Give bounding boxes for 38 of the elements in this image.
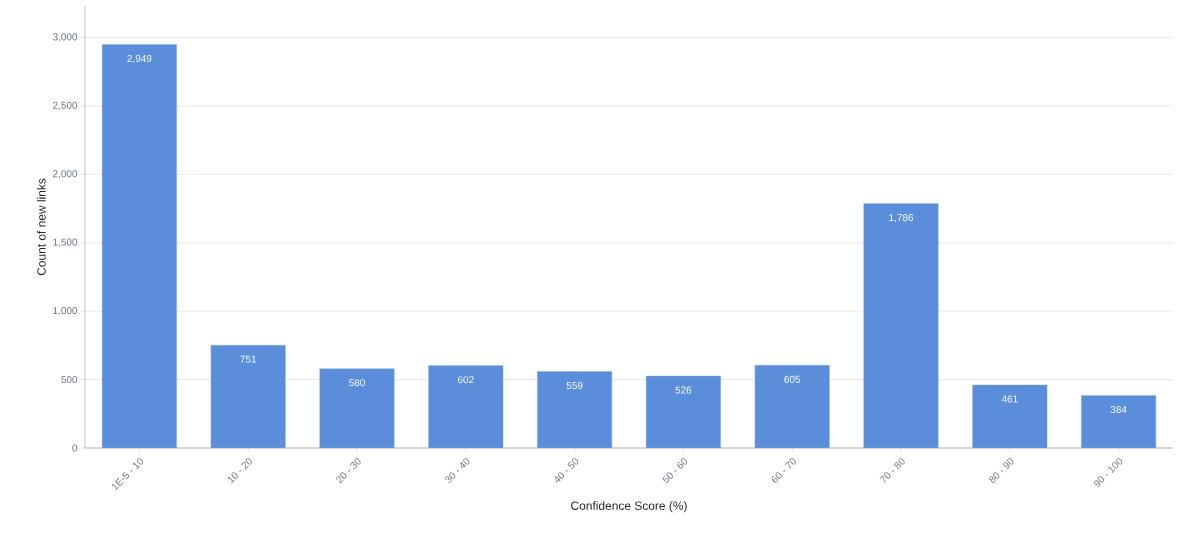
x-tick-label: 10 - 20 bbox=[227, 458, 252, 484]
data-label: 602 bbox=[457, 376, 474, 384]
data-label: 605 bbox=[784, 375, 801, 383]
bar bbox=[428, 365, 504, 448]
bar bbox=[537, 371, 613, 448]
bar bbox=[319, 368, 395, 448]
bar bbox=[863, 203, 939, 448]
data-label: 461 bbox=[1001, 395, 1018, 403]
x-tick-label: 30 - 40 bbox=[445, 458, 470, 483]
bar bbox=[972, 384, 1048, 448]
data-label: 2,949 bbox=[127, 54, 152, 64]
y-tick-label: 500 bbox=[61, 376, 78, 384]
bar bbox=[1081, 395, 1157, 448]
y-tick-label: 3,000 bbox=[52, 33, 78, 42]
x-tick-label: 50 - 60 bbox=[662, 458, 688, 483]
y-tick-label: 1,500 bbox=[53, 238, 78, 247]
x-tick-label: 40 - 50 bbox=[555, 458, 579, 483]
data-label: 1,786 bbox=[889, 214, 914, 223]
bar bbox=[754, 365, 830, 448]
bar bbox=[210, 345, 286, 448]
y-tick-label: 1,000 bbox=[53, 307, 78, 316]
x-tick-label: 20 - 30 bbox=[336, 458, 361, 484]
data-label: 526 bbox=[675, 386, 692, 394]
x-tick-label: 90 - 100 bbox=[1093, 458, 1123, 487]
bar bbox=[101, 44, 177, 448]
x-tick-label: 70 - 80 bbox=[879, 458, 905, 483]
y-tick-label: 2,500 bbox=[53, 101, 78, 111]
x-tick-label: 60 - 70 bbox=[771, 458, 796, 483]
data-label: 384 bbox=[1110, 405, 1127, 414]
data-label: 751 bbox=[240, 355, 257, 363]
y-tick-label: 0 bbox=[72, 444, 78, 452]
y-tick-label: 2,000 bbox=[53, 170, 78, 179]
y-axis-title: Count of new links bbox=[36, 178, 46, 276]
data-label: 580 bbox=[349, 379, 365, 387]
x-axis-title: Confidence Score (%) bbox=[571, 501, 687, 513]
bar bbox=[645, 375, 721, 448]
data-label: 559 bbox=[566, 382, 583, 390]
x-tick-label: 80 - 90 bbox=[989, 458, 1014, 483]
